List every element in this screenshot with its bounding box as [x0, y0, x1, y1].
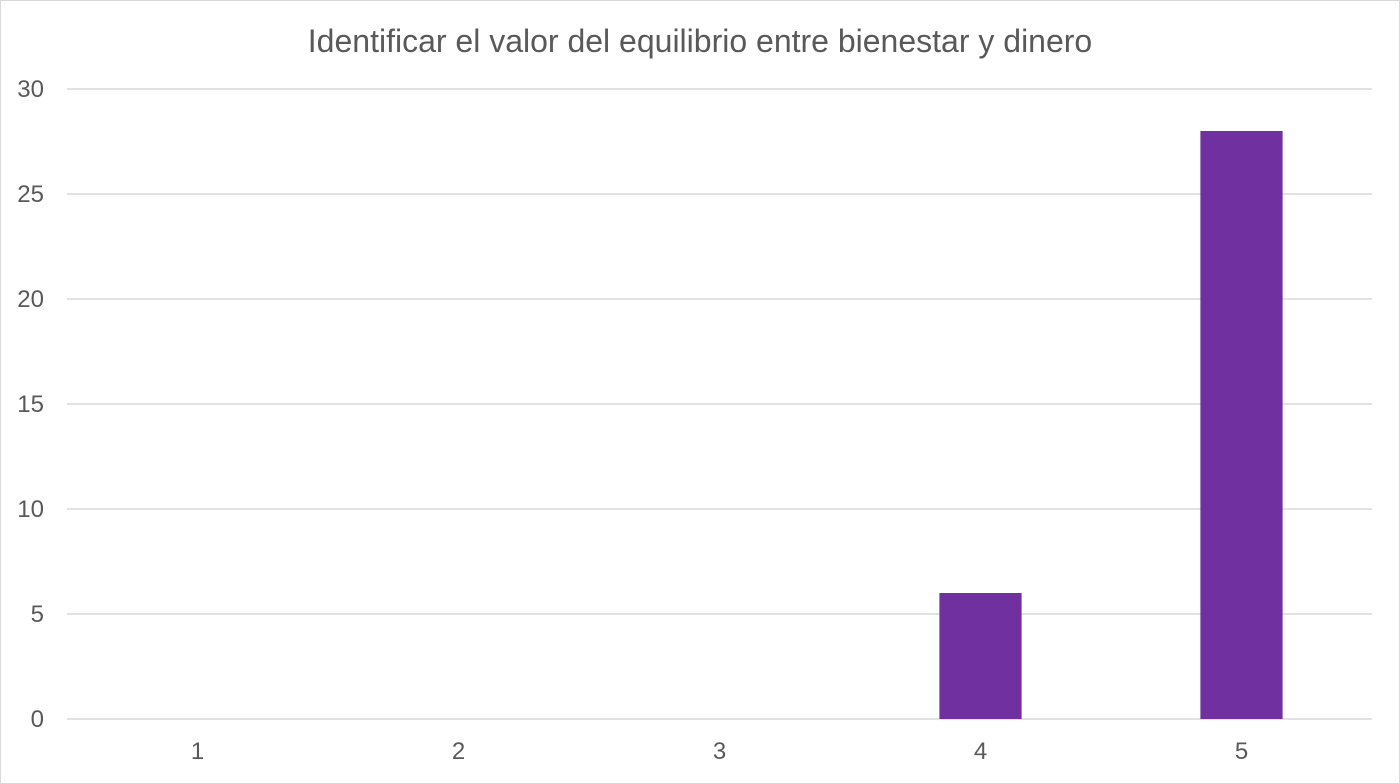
x-tick-label: 3: [713, 738, 726, 765]
x-axis-ticks: 1 2 3 4 5: [191, 738, 1248, 765]
y-tick-label: 15: [17, 391, 44, 418]
bars: [939, 131, 1283, 719]
x-tick-label: 4: [974, 738, 987, 765]
y-tick-label: 0: [31, 706, 44, 733]
y-tick-label: 5: [31, 601, 44, 628]
y-tick-label: 30: [17, 76, 44, 103]
x-tick-label: 5: [1235, 738, 1248, 765]
bar-4: [939, 593, 1022, 719]
x-tick-label: 1: [191, 738, 204, 765]
bar-5: [1200, 131, 1283, 719]
x-tick-label: 2: [452, 738, 465, 765]
y-axis-ticks: 0 5 10 15 20 25 30: [17, 76, 44, 733]
chart-title: Identificar el valor del equilibrio entr…: [308, 23, 1092, 59]
gridlines: [67, 88, 1372, 720]
y-tick-label: 25: [17, 181, 44, 208]
y-tick-label: 20: [17, 286, 44, 313]
y-tick-label: 10: [17, 496, 44, 523]
